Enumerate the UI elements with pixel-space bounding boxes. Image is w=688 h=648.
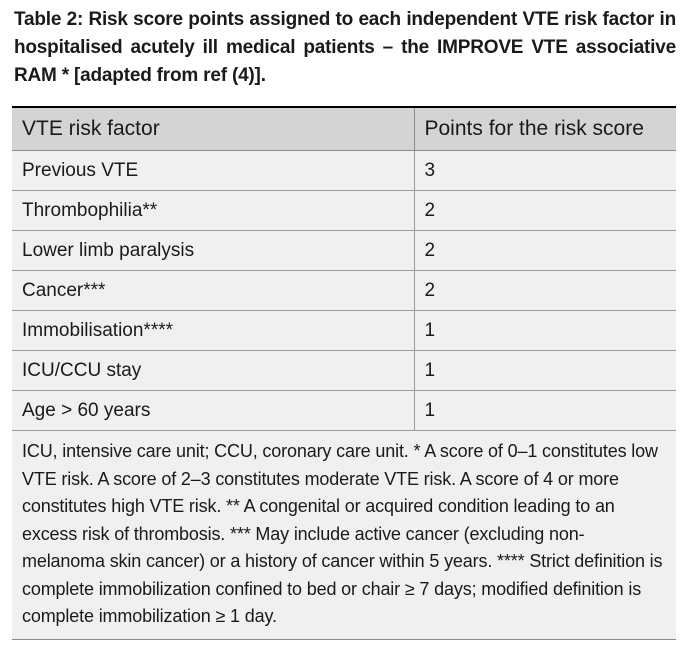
points-cell: 2 [413,230,676,271]
points-cell: 3 [413,150,676,191]
table-row: Lower limb paralysis 2 [12,230,676,271]
points-cell: 1 [413,390,676,431]
risk-score-table: VTE risk factor Points for the risk scor… [12,108,676,431]
table-row: Age > 60 years 1 [12,390,676,431]
header-points: Points for the risk score [413,108,676,151]
risk-factor-cell: Cancer*** [12,270,414,311]
risk-factor-cell: Immobilisation**** [12,310,414,351]
table-figure: Table 2: Risk score points assigned to e… [12,6,676,640]
points-cell: 1 [413,310,676,351]
table-row: Cancer*** 2 [12,270,676,311]
risk-factor-cell: Age > 60 years [12,390,414,431]
risk-factor-cell: Lower limb paralysis [12,230,414,271]
risk-factor-cell: Thrombophilia** [12,190,414,231]
points-cell: 1 [413,350,676,391]
table-top-rule [12,106,676,108]
points-cell: 2 [413,270,676,311]
table-row: Previous VTE 3 [12,150,676,191]
table-row: Immobilisation**** 1 [12,310,676,351]
table-row: ICU/CCU stay 1 [12,350,676,391]
risk-factor-cell: ICU/CCU stay [12,350,414,391]
table-caption: Table 2: Risk score points assigned to e… [14,9,676,86]
table-header-row: VTE risk factor Points for the risk scor… [12,108,676,151]
table-footnote: ICU, intensive care unit; CCU, coronary … [12,431,676,640]
header-risk-factor: VTE risk factor [12,108,414,151]
risk-factor-cell: Previous VTE [12,150,414,191]
points-cell: 2 [413,190,676,231]
table-row: Thrombophilia** 2 [12,190,676,231]
